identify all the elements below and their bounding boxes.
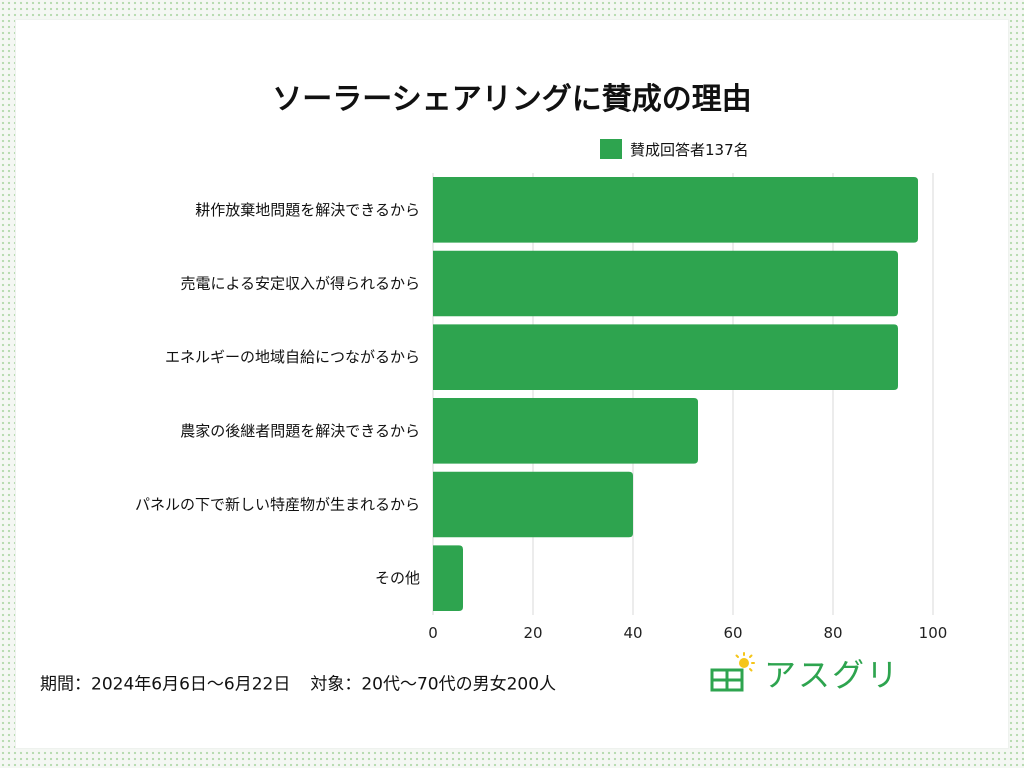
bar <box>433 398 698 464</box>
category-labels: 耕作放棄地問題を解決できるから売電による安定収入が得られるからエネルギーの地域自… <box>135 201 420 587</box>
bar <box>433 250 898 317</box>
category-label: 売電による安定収入が得られるから <box>180 275 420 293</box>
category-label: エネルギーの地域自給につながるから <box>165 348 420 366</box>
category-label: 耕作放棄地問題を解決できるから <box>195 201 420 219</box>
category-label: その他 <box>375 569 420 587</box>
chart-title: ソーラーシェアリングに賛成の理由 <box>272 82 752 117</box>
x-tick-label: 40 <box>623 624 642 642</box>
survey-target: 対象：20代～70代の男女200人 <box>310 674 557 695</box>
category-label: パネルの下で新しい特産物が生まれるから <box>135 496 420 514</box>
bars <box>433 177 918 611</box>
legend: 賛成回答者137名 <box>600 138 749 160</box>
brand-logo: アスグリ <box>708 650 900 696</box>
bar <box>433 471 633 538</box>
bar <box>433 177 918 243</box>
x-tick-label: 80 <box>823 624 842 642</box>
gridlines <box>432 173 934 615</box>
bar <box>433 545 463 611</box>
x-tick-label: 100 <box>919 624 948 642</box>
x-tick-labels: 0 20 40 60 80 100 <box>428 624 947 642</box>
bar <box>433 324 898 390</box>
category-label: 農家の後継者問題を解決できるから <box>180 422 420 440</box>
legend-swatch <box>600 139 622 159</box>
solar-panel-sun-icon <box>710 652 755 692</box>
survey-period: 期間：2024年6月6日～6月22日 <box>40 674 291 695</box>
x-tick-label: 60 <box>723 624 742 642</box>
brand-name: アスグリ <box>764 656 901 694</box>
x-tick-label: 0 <box>428 624 438 642</box>
x-tick-label: 20 <box>523 624 542 642</box>
legend-label: 賛成回答者137名 <box>630 140 749 159</box>
survey-info: 期間：2024年6月6日～6月22日 対象：20代～70代の男女200人 <box>40 670 556 695</box>
